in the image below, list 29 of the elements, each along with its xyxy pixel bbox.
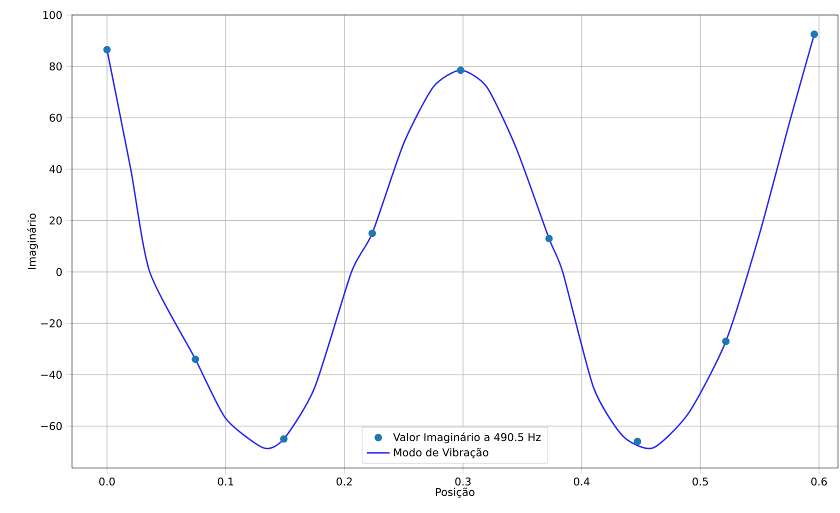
x-tick-label: 0.6	[811, 477, 827, 486]
point	[368, 230, 376, 238]
y-axis-title: Imaginário	[27, 214, 38, 269]
point	[634, 438, 642, 446]
y-tick-label: 80	[50, 62, 62, 70]
legend-label: Valor Imaginário a 490.5 Hz	[393, 432, 541, 444]
x-tick-label: 0.4	[574, 477, 590, 486]
point	[280, 435, 288, 443]
y-tick-label: 0	[56, 268, 62, 276]
point	[456, 66, 464, 74]
y-tick-label: 100	[43, 10, 62, 20]
point	[810, 30, 818, 38]
point	[722, 338, 730, 346]
y-tick-label: −20	[41, 319, 62, 328]
point	[545, 234, 553, 242]
y-tick-label: −40	[41, 370, 62, 379]
x-tick-label: 0.2	[336, 477, 352, 486]
x-tick-label: 0.1	[218, 477, 234, 486]
x-tick-label: 0.0	[99, 477, 115, 486]
y-tick-label: 20	[50, 216, 62, 225]
y-tick-label: −60	[41, 422, 62, 430]
y-tick-label: 40	[49, 165, 62, 174]
y-tick-label: 60	[50, 114, 62, 122]
x-tick-label: 0.3	[455, 477, 471, 486]
point	[103, 46, 111, 54]
point	[192, 356, 200, 364]
x-tick-label: 0.5	[692, 477, 708, 486]
legend-label: Modo de Vibração	[394, 448, 488, 458]
x-axis-title: Posição	[436, 488, 474, 498]
